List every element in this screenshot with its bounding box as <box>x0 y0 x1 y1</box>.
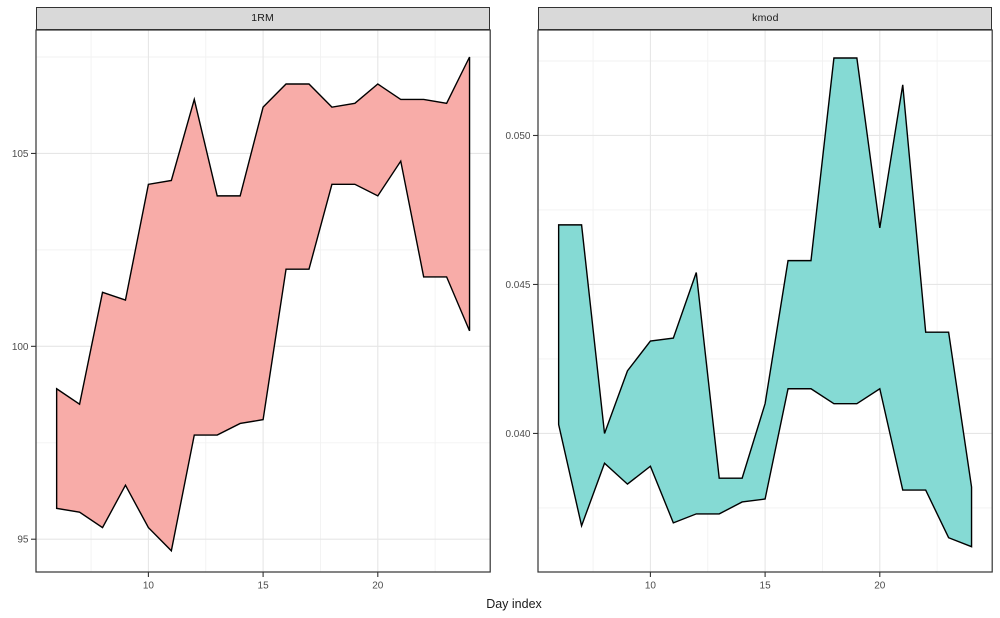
x-tick-label: 15 <box>760 580 772 591</box>
panel-1rm: 10 15 20 95 100 105 <box>11 28 491 591</box>
facet-strip-kmod: kmod <box>538 6 993 30</box>
y-tick-label: 0.040 <box>506 428 531 439</box>
panel-kmod: 10 15 20 0.040 0.045 0.050 <box>506 28 994 591</box>
y-tick-label: 100 <box>11 341 28 352</box>
x-axis-title: Day index <box>486 597 542 611</box>
y-tick-label: 0.050 <box>506 130 531 141</box>
x-tick-label: 15 <box>257 580 269 591</box>
x-tick-label: 20 <box>875 580 887 591</box>
y-tick-label: 95 <box>17 534 29 545</box>
facet-strip-label-1rm: 1RM <box>251 12 274 24</box>
y-tick-label: 105 <box>11 148 28 159</box>
y-tick-label: 0.045 <box>506 279 531 290</box>
ribbon-1rm <box>55 56 470 552</box>
x-tick-label: 20 <box>372 580 384 591</box>
ribbon-kmod <box>558 56 973 548</box>
facet-strip-label-kmod: kmod <box>752 12 779 24</box>
facet-strip-1rm: 1RM <box>35 6 490 30</box>
x-tick-label: 10 <box>142 580 154 591</box>
x-tick-label: 10 <box>645 580 657 591</box>
